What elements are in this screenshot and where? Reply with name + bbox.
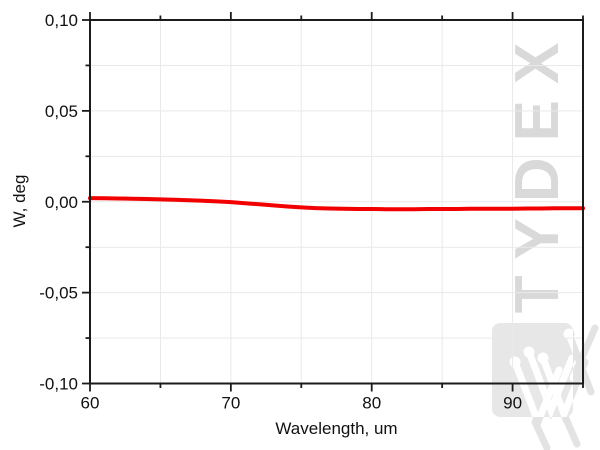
y-tick-label: 0,10	[45, 11, 78, 30]
y-tick-label: -0,05	[39, 284, 78, 303]
x-axis-title: Wavelength, um	[275, 419, 398, 438]
y-axis-title: W, deg	[10, 174, 29, 228]
y-tick-label: 0,00	[45, 193, 78, 212]
logo-w-white	[509, 324, 573, 417]
y-tick-label: -0,10	[39, 375, 78, 394]
data-series	[88, 196, 585, 212]
x-tick-label: 90	[503, 394, 522, 413]
x-tick-label: 80	[362, 394, 381, 413]
x-tick-label: 60	[81, 394, 100, 413]
axis-ticks	[82, 12, 584, 392]
x-tick-label: 70	[221, 394, 240, 413]
tick-labels: 60 70 80 90 0,10 0,05 0,00 -0,05 -0,10	[39, 11, 522, 413]
series-line-W	[88, 196, 585, 212]
gridlines	[90, 20, 583, 384]
y-tick-label: 0,05	[45, 102, 78, 121]
